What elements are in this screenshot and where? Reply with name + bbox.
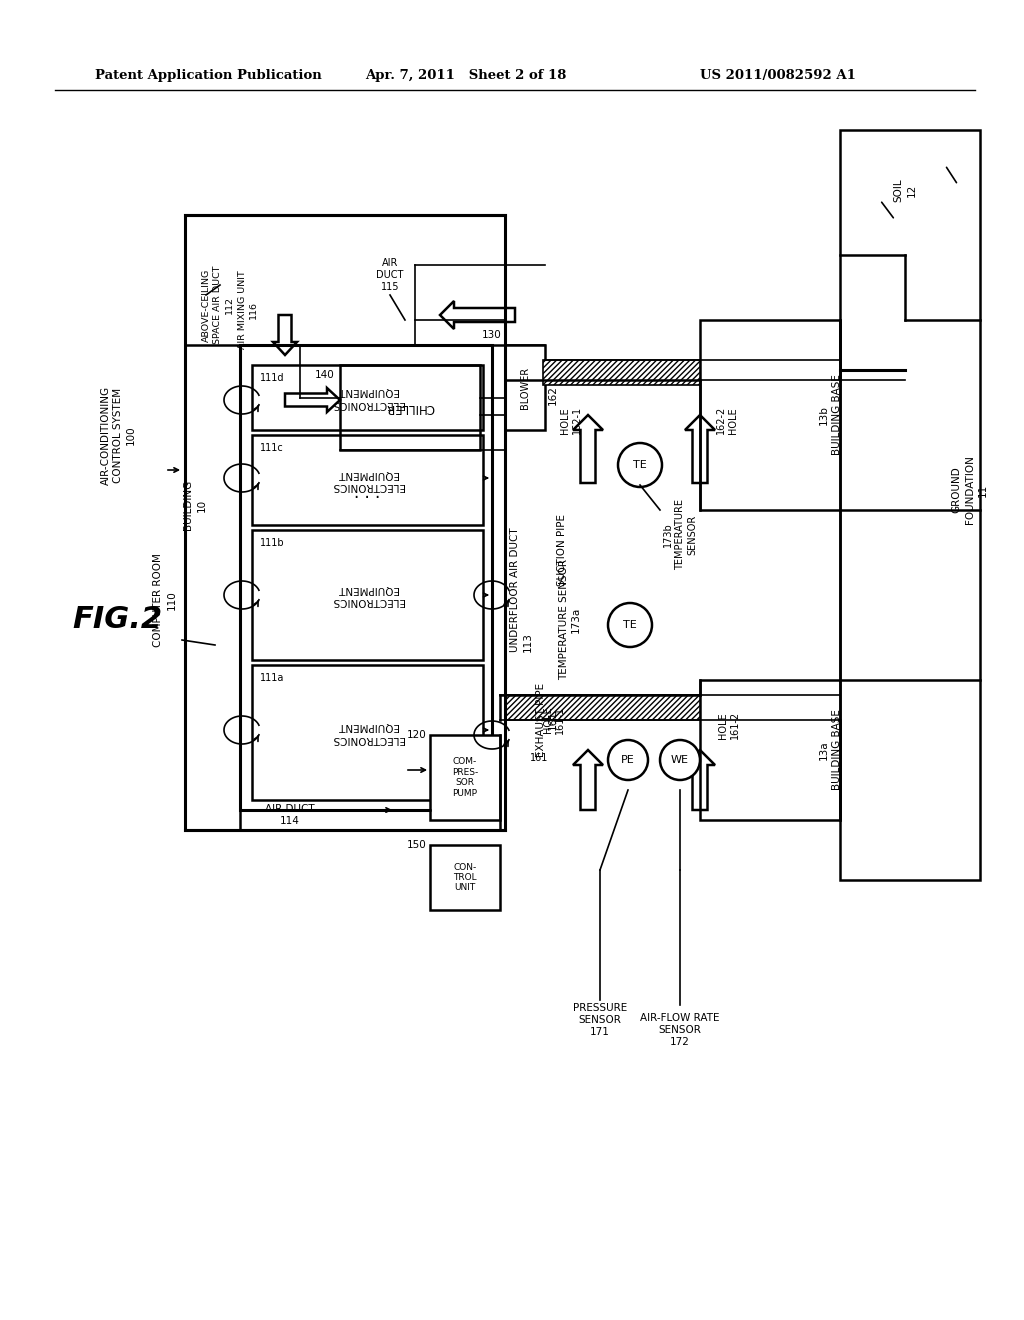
Text: SOIL
12: SOIL 12 [893,178,916,202]
Bar [185,215,505,830]
Bar [543,360,700,385]
Text: ELECTRONICS
EQUIPMENT: ELECTRONICS EQUIPMENT [331,583,403,606]
Bar [252,366,483,430]
Text: CHILLER: CHILLER [386,401,434,414]
Text: ELECTRONICS
EQUIPMENT: ELECTRONICS EQUIPMENT [331,387,403,409]
Text: WE: WE [671,755,689,766]
Text: 140: 140 [315,370,335,380]
Text: 150: 150 [408,840,427,850]
Bar [700,319,840,510]
Text: ELECTRONICS
EQUIPMENT: ELECTRONICS EQUIPMENT [331,469,403,491]
Text: 111b: 111b [260,539,285,548]
Circle shape [608,603,652,647]
Bar [240,345,492,810]
Text: BUILDING
10: BUILDING 10 [183,480,207,531]
Text: FIG.2: FIG.2 [72,606,162,635]
Text: TE: TE [624,620,637,630]
Text: ABOVE-CEILING
SPACE AIR DUCT
112: ABOVE-CEILING SPACE AIR DUCT 112 [203,265,233,345]
Text: GROUND
FOUNDATION
11: GROUND FOUNDATION 11 [951,455,988,524]
Text: HOLE
162-1: HOLE 162-1 [560,407,582,434]
Text: AIR-FLOW RATE
SENSOR
172: AIR-FLOW RATE SENSOR 172 [640,1012,720,1047]
Text: Apr. 7, 2011   Sheet 2 of 18: Apr. 7, 2011 Sheet 2 of 18 [365,69,566,82]
Text: TE: TE [633,459,647,470]
Text: US 2011/0082592 A1: US 2011/0082592 A1 [700,69,856,82]
Text: COM-
PRES-
SOR
PUMP: COM- PRES- SOR PUMP [452,758,478,797]
Text: 161: 161 [529,752,548,763]
Text: HOLE
161-1: HOLE 161-1 [544,706,565,734]
Text: TEMPERATURE SENSOR
173a: TEMPERATURE SENSOR 173a [559,560,582,681]
Text: 173b
TEMPERATURE
SENSOR: 173b TEMPERATURE SENSOR [663,499,697,570]
Bar [840,129,980,880]
Bar [252,531,483,660]
Bar [430,735,500,820]
Text: BLOWER: BLOWER [520,367,530,409]
Circle shape [608,741,648,780]
Text: AIR-CONDITIONING
CONTROL SYSTEM
100: AIR-CONDITIONING CONTROL SYSTEM 100 [100,385,135,484]
Bar [430,845,500,909]
Bar [252,436,483,525]
Text: 162-2
HOLE: 162-2 HOLE [716,405,737,434]
Text: 13a
BUILDING BASE: 13a BUILDING BASE [818,710,842,791]
Text: CON-
TROL
UNIT: CON- TROL UNIT [454,862,477,892]
Text: COMPUTER ROOM
110: COMPUTER ROOM 110 [154,553,176,647]
Text: SUCTION PIPE: SUCTION PIPE [557,513,567,586]
Text: 111d: 111d [260,374,285,383]
Circle shape [660,741,700,780]
Bar [340,366,480,450]
Text: ELECTRONICS
EQUIPMENT: ELECTRONICS EQUIPMENT [331,721,403,743]
Text: UNDERFLOOR AIR DUCT
113: UNDERFLOOR AIR DUCT 113 [510,528,532,652]
Text: 13b
BUILDING BASE: 13b BUILDING BASE [818,375,842,455]
Text: EXHAUST PIPE
161: EXHAUST PIPE 161 [536,682,558,758]
Text: 111c: 111c [260,444,284,453]
Text: 120: 120 [408,730,427,741]
Text: HOLE
161-2: HOLE 161-2 [718,711,739,739]
Text: AIR DUCT
114: AIR DUCT 114 [265,804,314,826]
Circle shape [618,444,662,487]
Bar [252,665,483,800]
Text: Patent Application Publication: Patent Application Publication [95,69,322,82]
Text: PE: PE [622,755,635,766]
Bar [505,345,545,430]
Text: . . .: . . . [354,484,381,502]
Text: AIR MIXING UNIT
116: AIR MIXING UNIT 116 [238,271,258,350]
Text: 162: 162 [548,385,558,405]
Bar [700,680,840,820]
Text: PRESSURE
SENSOR
171: PRESSURE SENSOR 171 [572,1003,627,1038]
Text: 111a: 111a [260,673,285,682]
Text: AIR
DUCT
115: AIR DUCT 115 [376,257,403,293]
Bar [505,696,700,719]
Text: 130: 130 [482,330,502,341]
